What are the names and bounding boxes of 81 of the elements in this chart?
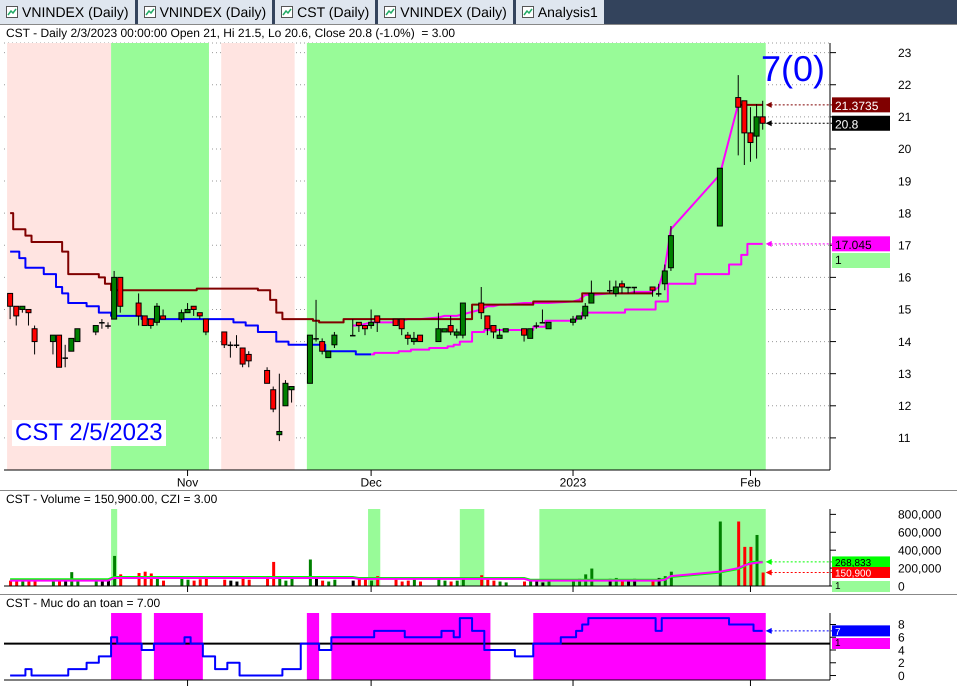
y-tick-label: 400,000	[898, 543, 942, 558]
candlestick	[92, 325, 99, 336]
bar	[321, 580, 324, 586]
candlestick	[264, 366, 270, 384]
bar	[443, 580, 446, 586]
bar	[162, 580, 166, 586]
y-tick-label: 23	[898, 46, 912, 60]
x-tick-label: Nov	[176, 476, 198, 490]
candlestick	[276, 373, 282, 442]
chart-title: CST - Muc do an toan = 7.00	[6, 596, 160, 610]
text: 1	[832, 638, 890, 649]
text: 1	[832, 581, 890, 592]
annotation: 17.045	[835, 238, 872, 252]
text: 1	[832, 253, 890, 268]
bar	[223, 580, 226, 586]
candlestick	[650, 286, 656, 298]
candlestick	[331, 331, 338, 348]
annotation: 7	[835, 626, 841, 638]
y-tick-label: 18	[898, 206, 912, 220]
chart-title: CST - Volume = 150,900.00, CZI = 3.00	[6, 492, 218, 506]
y-tick-label: 22	[898, 78, 912, 92]
y-tick-label: 0	[898, 668, 905, 683]
bar	[756, 534, 759, 586]
text: Analysis1	[538, 4, 598, 20]
y-tick-label: 0	[898, 579, 905, 594]
y-tick-label: 8	[898, 618, 905, 632]
candlestick	[478, 286, 484, 320]
bar	[743, 546, 746, 586]
text: CST (Daily)	[297, 4, 370, 20]
y-tick-label: 14	[898, 334, 912, 349]
bar	[192, 580, 196, 586]
y-tick-label: 11	[898, 431, 911, 446]
x-tick-label: 2023	[560, 476, 587, 490]
annotation: 21.3735	[835, 98, 879, 113]
y-tick-label: 16	[898, 270, 912, 285]
x-tick-label: Feb	[740, 476, 762, 490]
bar	[248, 580, 251, 586]
text: VNINDEX (Daily)	[160, 4, 266, 20]
bar	[180, 578, 184, 586]
y-tick-label: 200,000	[898, 561, 942, 576]
y-tick-label: 12	[898, 399, 912, 414]
bar	[737, 522, 740, 586]
y-tick-label: 600,000	[898, 526, 942, 540]
text: VNINDEX (Daily)	[22, 4, 129, 20]
bar	[242, 578, 245, 586]
candlestick	[32, 325, 38, 355]
candlestick	[202, 318, 209, 336]
candlestick	[99, 318, 105, 330]
candlestick	[588, 280, 594, 304]
y-tick-label: 15	[898, 302, 912, 317]
y-tick-label: 17	[898, 238, 912, 253]
annotation: 268,833	[835, 558, 872, 569]
candlestick	[662, 264, 668, 291]
bar	[456, 580, 459, 586]
candlestick	[270, 386, 276, 413]
bar	[333, 580, 336, 586]
bar	[370, 580, 374, 586]
bar	[492, 580, 496, 586]
annotation: 7(0)	[760, 48, 826, 89]
candlestick	[496, 328, 503, 339]
y-tick-label: 6	[898, 630, 905, 645]
bar	[278, 578, 282, 586]
y-tick-label: 21	[898, 110, 912, 124]
annotation: 150,900	[835, 568, 872, 580]
candlestick	[350, 318, 356, 336]
bar	[186, 580, 190, 586]
annotation: CST 2/5/2023	[12, 418, 166, 446]
bar	[284, 580, 288, 586]
y-tick-label: 19	[898, 174, 912, 188]
chart-title: CST - Daily 2/3/2023 00:00:00 Open 21, Hi 21.5, Lo 20.6, Close 20.8 (-1.0%) = 3.00	[6, 26, 456, 40]
y-tick-label: 20	[898, 142, 912, 156]
bar	[718, 522, 722, 586]
text: VNINDEX (Daily)	[400, 4, 507, 20]
y-tick-label: 4	[898, 643, 905, 658]
annotation: 20.8	[835, 117, 859, 132]
x-tick-label: Dec	[360, 476, 382, 490]
y-tick-label: 2	[898, 656, 905, 670]
y-tick-label: 800,000	[898, 508, 942, 522]
candlestick	[656, 283, 662, 298]
bar	[406, 580, 410, 586]
y-tick-label: 13	[898, 366, 912, 381]
